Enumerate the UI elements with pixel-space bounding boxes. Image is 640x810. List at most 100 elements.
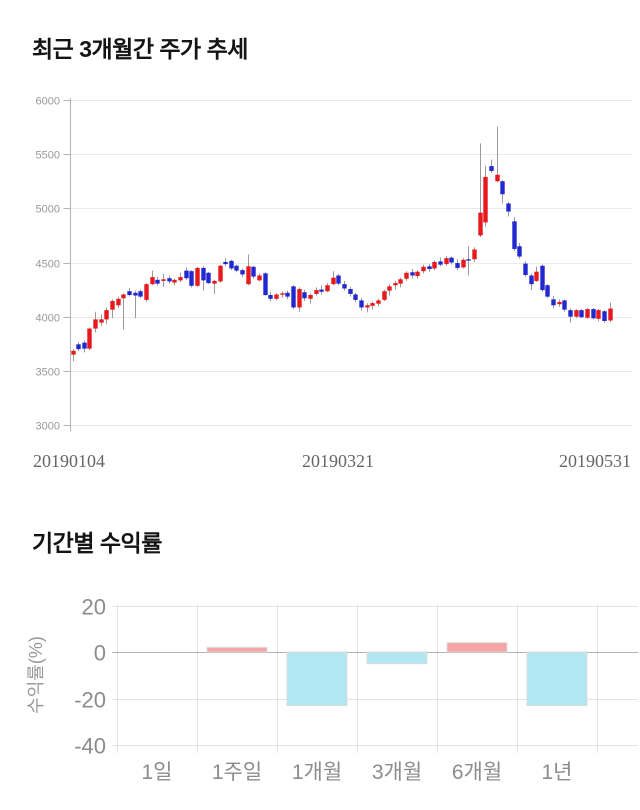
candle-down (155, 279, 160, 284)
candle-down (512, 221, 517, 249)
candle-down (201, 267, 206, 281)
candle-down (348, 289, 353, 294)
candle-up (87, 328, 92, 349)
price-date-label: 20190104 (33, 451, 105, 471)
candle-down (579, 310, 584, 318)
candlestick-series (71, 126, 613, 362)
candle-up (387, 286, 392, 291)
candle-down (302, 292, 307, 299)
candle-up (404, 272, 409, 279)
candle-down (500, 181, 505, 195)
candle-up (421, 266, 426, 272)
price-y-tick-label: 4000 (36, 313, 60, 325)
returns-bar-series: 1일 1주일 1개월 3개월 6개월 1년 (142, 642, 588, 784)
candle-up (195, 267, 200, 286)
candle-down (506, 203, 511, 212)
candle-up (314, 290, 319, 294)
candle-down (240, 270, 245, 275)
candle-up (99, 319, 104, 323)
price-chart-title: 최근 3개월간 주가 추세 (32, 36, 248, 62)
return-bar (526, 651, 588, 706)
candle-down (229, 260, 234, 269)
candle-up (121, 294, 126, 299)
candle-up (495, 174, 500, 182)
price-date-label: 20190531 (559, 451, 631, 471)
candle-down (540, 265, 545, 291)
candle-up (370, 303, 375, 306)
return-bar (366, 651, 428, 665)
candle-down (285, 292, 290, 297)
candle-up (144, 284, 149, 300)
candle-down (251, 266, 256, 277)
candle-up (150, 277, 155, 285)
candle-down (568, 310, 573, 317)
returns-y-tick-label: -40 (74, 734, 106, 759)
candle-up (218, 265, 223, 282)
price-y-tick-label: 3500 (36, 367, 60, 379)
returns-y-axis-title: 수익률(%) (26, 636, 46, 714)
returns-category-label: 1년 (542, 761, 573, 784)
candle-down (234, 265, 239, 271)
candle-down (449, 257, 454, 263)
candle-up (432, 261, 437, 269)
candle-up (178, 277, 183, 281)
candle-up (596, 310, 601, 319)
candle-up (331, 277, 336, 285)
candle-down (517, 246, 522, 257)
candle-up (325, 285, 330, 292)
candle-up (280, 293, 285, 295)
candle-down (319, 289, 324, 292)
candle-down (438, 261, 443, 265)
price-x-axis-labels: 20190104 20190321 20190531 (33, 451, 631, 471)
candle-up (557, 302, 562, 305)
returns-y-tick-label: 0 (94, 641, 106, 666)
candle-up (376, 300, 381, 304)
candle-down (336, 275, 341, 284)
candle-up (478, 212, 483, 236)
candle-up (246, 266, 251, 285)
candle-up (574, 310, 579, 317)
candle-up (608, 308, 613, 321)
returns-y-tick-label: 20 (82, 595, 106, 620)
returns-chart-title: 기간별 수익률 (32, 530, 162, 556)
candle-up (444, 258, 449, 265)
candle-down (82, 342, 87, 349)
candle-down (602, 311, 607, 321)
returns-category-label: 3개월 (372, 761, 422, 784)
price-y-tick-label: 5000 (36, 204, 60, 216)
candle-up (172, 279, 177, 283)
candle-down (291, 286, 296, 308)
candle-down (591, 309, 596, 319)
candle-down (353, 294, 358, 300)
candle-down (551, 299, 556, 306)
candle-up (297, 289, 302, 308)
candle-down (523, 263, 528, 275)
candle-up (415, 271, 420, 277)
candle-up (93, 319, 98, 329)
candle-up (104, 310, 109, 320)
candle-down (206, 272, 211, 284)
candle-up (393, 283, 398, 286)
candle-down (489, 166, 494, 171)
candle-down (342, 284, 347, 289)
candle-down (455, 263, 460, 268)
candle-up (212, 280, 217, 284)
candle-down (223, 261, 228, 265)
returns-category-label: 1개월 (292, 761, 342, 784)
candle-down (189, 271, 194, 286)
candle-up (585, 309, 590, 318)
candle-up (257, 275, 262, 281)
price-date-label: 20190321 (302, 451, 374, 471)
returns-category-label: 1일 (142, 761, 173, 784)
returns-y-tick-label: -20 (74, 688, 106, 713)
returns-category-label: 6개월 (452, 761, 502, 784)
return-bar (446, 642, 508, 653)
candle-down (133, 292, 138, 296)
candle-up (398, 279, 403, 284)
candle-up (274, 294, 279, 299)
return-bar (206, 646, 268, 653)
return-bar (286, 651, 348, 706)
price-chart-grid: 6000 5500 5000 4500 4000 3500 3000 (36, 96, 632, 433)
candle-up (472, 249, 477, 260)
